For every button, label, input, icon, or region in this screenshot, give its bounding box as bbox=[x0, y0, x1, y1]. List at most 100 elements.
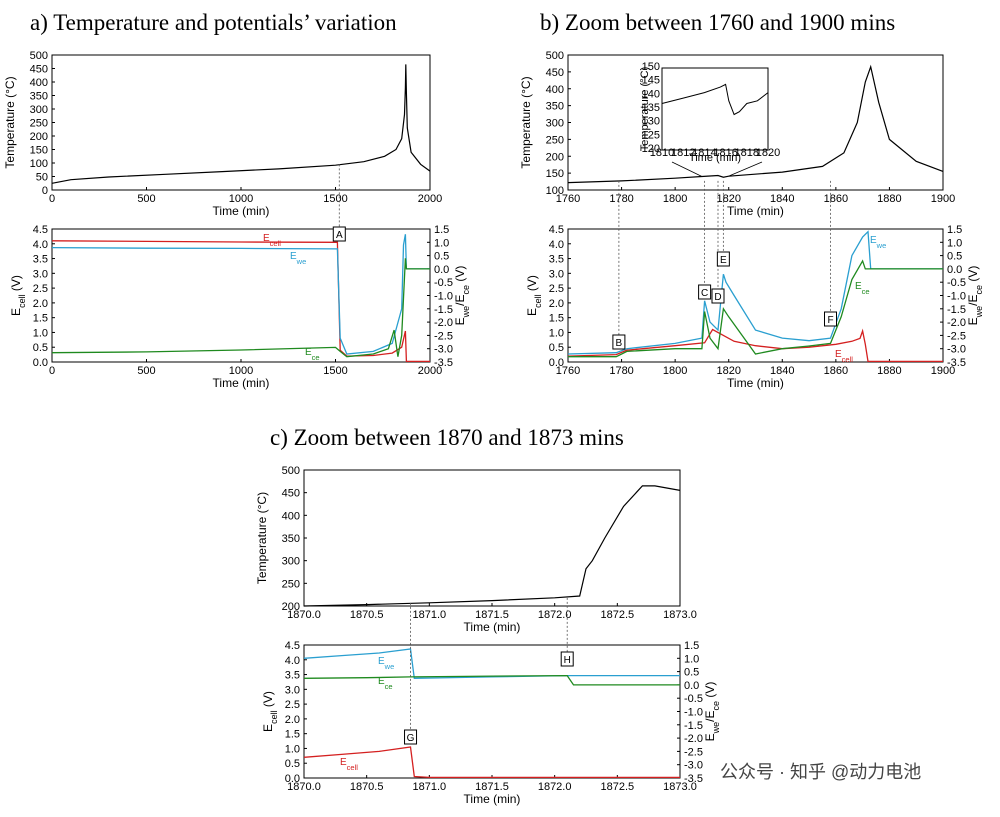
b-inset-line bbox=[661, 83, 769, 116]
b-pot-y2tick-label: -1.5 bbox=[947, 304, 966, 316]
panel-a-title: a) Temperature and potentials’ variation bbox=[30, 10, 397, 35]
c-pot-y2tick-label: -0.5 bbox=[684, 693, 703, 705]
b-temp-xtick-label: 1860 bbox=[824, 193, 848, 205]
b-pot-ytick-label: 3.0 bbox=[549, 268, 564, 280]
a-temp-temperature-line bbox=[51, 64, 431, 184]
b-inset-xtick: 1810 bbox=[650, 147, 674, 159]
c-pot-ytick-label: 0.5 bbox=[285, 758, 300, 770]
b-pot-ytick-label: 0.0 bbox=[549, 357, 564, 369]
a-annot-A-box bbox=[332, 226, 346, 242]
c-pot-ytick-label: 3.5 bbox=[285, 670, 300, 682]
a-temp-ytick-label: 0 bbox=[42, 185, 48, 197]
c-temp-temperature-line bbox=[303, 485, 681, 607]
b-pot-ecell-line bbox=[567, 328, 943, 363]
a-pot-ytick-label: 0.5 bbox=[33, 342, 48, 354]
a-pot-y2tick-label: -3.5 bbox=[434, 357, 453, 369]
b-temp-frame bbox=[567, 54, 944, 191]
b-annot-E-box bbox=[716, 251, 730, 267]
c-pot-xtick-label: 1871.5 bbox=[475, 781, 509, 793]
b-annot-B-box bbox=[612, 334, 626, 350]
c-pot-y2tick-label: -3.0 bbox=[684, 760, 703, 772]
a-pot-y2tick-label: -1.0 bbox=[434, 291, 453, 303]
b-pot-y2tick-label: -2.0 bbox=[947, 317, 966, 329]
b-pot-y2tick-label: -3.5 bbox=[947, 357, 966, 369]
a-temp-ytick-label: 500 bbox=[30, 50, 48, 62]
b-temp-ytick-label: 200 bbox=[546, 151, 564, 163]
a-legend-ece: Ece bbox=[305, 347, 320, 362]
a-pot-ytick-label: 3.5 bbox=[33, 254, 48, 266]
b-legend-ewe: Ewe bbox=[870, 235, 886, 250]
c-annot-H-box bbox=[560, 651, 574, 667]
c-pot-ytick-label: 2.0 bbox=[285, 714, 300, 726]
b-pot-xtick-label: 1800 bbox=[663, 365, 687, 377]
a-pot-ytick-label: 0.0 bbox=[33, 357, 48, 369]
a-temp-ytick-label: 100 bbox=[30, 158, 48, 170]
c-pot-y2tick-label: 1.5 bbox=[684, 640, 699, 652]
b-inset-xlabel: Time (min) bbox=[689, 152, 741, 164]
a-pot-y2tick-label: -1.5 bbox=[434, 304, 453, 316]
b-inset-xtick: 1820 bbox=[756, 147, 780, 159]
a-temp-frame bbox=[51, 54, 431, 191]
c-temp-ytick-label: 200 bbox=[282, 601, 300, 613]
a-pot-xtick-label: 1000 bbox=[229, 365, 253, 377]
c-temp-ytick-label: 450 bbox=[282, 488, 300, 500]
c-pot-xtick-label: 1870.0 bbox=[287, 781, 321, 793]
c-pot-ecell-line bbox=[303, 746, 680, 779]
b-pot-ytick-label: 2.0 bbox=[549, 298, 564, 310]
c-annot-G-box bbox=[404, 729, 418, 745]
c-pot-ytick-label: 0.0 bbox=[285, 773, 300, 785]
c-pot-y2tick-label: 1.0 bbox=[684, 653, 699, 665]
a-pot-ytick-label: 4.5 bbox=[33, 224, 48, 236]
b-pot-y2tick-label: 0.0 bbox=[947, 264, 962, 276]
panel-b-title: b) Zoom between 1760 and 1900 mins bbox=[540, 10, 895, 35]
b-pot-xtick-label: 1760 bbox=[556, 365, 580, 377]
b-annot-C-label: C bbox=[701, 288, 708, 299]
a-pot-y2tick-label: 0.5 bbox=[434, 251, 449, 263]
c-pot-ytick-label: 4.0 bbox=[285, 655, 300, 667]
a-legend-ecell: Ecell bbox=[263, 233, 281, 248]
c-pot-xlabel: Time (min) bbox=[464, 792, 521, 806]
c-pot-xtick-label: 1870.5 bbox=[350, 781, 384, 793]
c-temp-xtick-label: 1873.0 bbox=[663, 609, 697, 621]
b-pot-ytick-label: 4.5 bbox=[549, 224, 564, 236]
a-temp-ytick-label: 250 bbox=[30, 118, 48, 130]
b-inset-xtick: 1812 bbox=[671, 147, 695, 159]
a-temp-xtick-label: 0 bbox=[49, 193, 55, 205]
c-pot-xtick-label: 1873.0 bbox=[663, 781, 697, 793]
a-pot-y2tick-label: -2.5 bbox=[434, 330, 453, 342]
a-annot-A-label: A bbox=[336, 230, 343, 241]
b-temp-ytick-label: 150 bbox=[546, 168, 564, 180]
a-pot-y2tick-label: 0.0 bbox=[434, 264, 449, 276]
c-temp-xtick-label: 1872.0 bbox=[538, 609, 572, 621]
c-temp-ytick-label: 300 bbox=[282, 556, 300, 568]
a-pot-ecell-line bbox=[51, 240, 430, 363]
a-pot-y2tick-label: 1.5 bbox=[434, 224, 449, 236]
c-pot-y2tick-label: -1.5 bbox=[684, 720, 703, 732]
b-pot-ytick-label: 2.5 bbox=[549, 283, 564, 295]
b-inset-ytick: 140 bbox=[642, 88, 660, 100]
b-pot-xlabel: Time (min) bbox=[727, 376, 784, 390]
b-pot-y2tick-label: -2.5 bbox=[947, 330, 966, 342]
c-temp-xtick-label: 1872.5 bbox=[601, 609, 635, 621]
b-inset-ytick: 150 bbox=[642, 61, 660, 73]
c-pot-ytick-label: 3.0 bbox=[285, 684, 300, 696]
b-temp-xtick-label: 1840 bbox=[770, 193, 794, 205]
a-temp-ytick-label: 200 bbox=[30, 131, 48, 143]
panel-c-title: c) Zoom between 1870 and 1873 mins bbox=[270, 425, 624, 450]
b-temp-ytick-label: 500 bbox=[546, 50, 564, 62]
b-temp-ytick-label: 250 bbox=[546, 134, 564, 146]
c-annot-H-label: H bbox=[564, 655, 571, 666]
b-inset-ytick: 130 bbox=[642, 116, 660, 128]
c-pot-y2tick-label: -3.5 bbox=[684, 773, 703, 785]
a-pot-y2tick-label: -0.5 bbox=[434, 277, 453, 289]
c-temp-ylabel: Temperature (°C) bbox=[255, 492, 269, 584]
b-inset-xtick: 1816 bbox=[713, 147, 737, 159]
c-temp-ytick-label: 500 bbox=[282, 465, 300, 477]
a-temp-ytick-label: 400 bbox=[30, 77, 48, 89]
a-temp-xtick-label: 2000 bbox=[418, 193, 442, 205]
a-pot-ytick-label: 1.5 bbox=[33, 313, 48, 325]
b-temp-ylabel: Temperature (°C) bbox=[519, 76, 533, 168]
b-pot-xtick-label: 1860 bbox=[824, 365, 848, 377]
a-temp-xtick-label: 500 bbox=[137, 193, 155, 205]
a-pot-xlabel: Time (min) bbox=[213, 376, 270, 390]
